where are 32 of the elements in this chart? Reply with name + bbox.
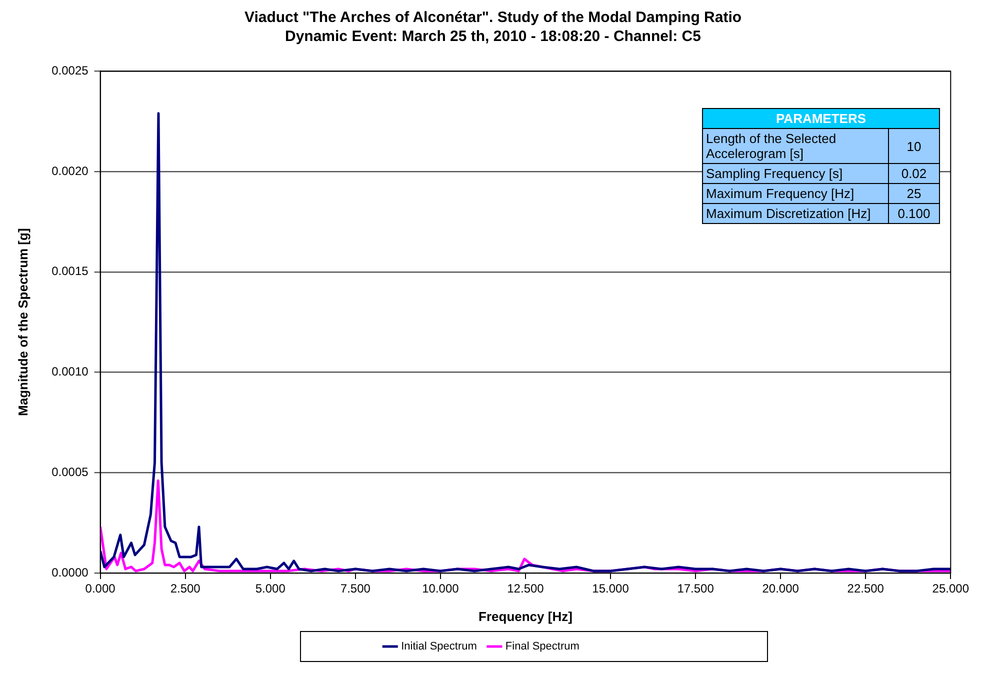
annotation: Sampling Frequency [s] — [702, 164, 888, 184]
x-tick-label: 17.500 — [677, 582, 714, 596]
x-tick-label: 7.500 — [340, 582, 371, 596]
y-tick-label: 0.0020 — [52, 164, 89, 178]
y-axis-title: Magnitude of the Spectrum [g] — [15, 228, 30, 416]
annotation: 0.100 — [888, 204, 940, 224]
x-axis-title: Frequency [Hz] — [478, 608, 572, 624]
y-tick-label: 0.0000 — [52, 565, 89, 580]
x-tick-label: 10.000 — [422, 582, 460, 596]
x-tick-label: 22.500 — [847, 582, 884, 596]
annotation: 10 — [888, 128, 940, 164]
annotation: Maximum Discretization [Hz] — [702, 204, 888, 224]
y-tick-label: 0.0010 — [52, 364, 89, 379]
annotation: Length of the Selected Accelerogram [s] — [702, 128, 888, 164]
x-tick-label: 5.000 — [255, 582, 286, 596]
annotation: PARAMETERS — [702, 108, 940, 128]
annotation: 0.02 — [888, 164, 940, 184]
annotation: 25 — [888, 184, 940, 204]
x-tick-label: 2.500 — [170, 582, 201, 596]
legend-label: Final Spectrum — [505, 640, 580, 653]
legend-label: Initial Spectrum — [401, 640, 477, 653]
annotation: Maximum Frequency [Hz] — [702, 184, 888, 204]
y-tick-label: 0.0015 — [52, 264, 89, 278]
x-tick-label: 20.000 — [762, 582, 800, 596]
chart-title: Viaduct "The Arches of Alconétar". Study of the Modal Damping Ratio — [243, 8, 743, 27]
x-tick-label: 12.500 — [507, 582, 544, 596]
y-tick-label: 0.0025 — [52, 64, 89, 78]
x-tick-label: 25.000 — [932, 582, 970, 596]
x-tick-label: 15.000 — [592, 582, 630, 596]
y-tick-label: 0.0005 — [52, 464, 89, 479]
chart-subtitle: Dynamic Event: March 25 th, 2010 - 18:08:20 - Channel: C5 — [284, 27, 702, 46]
x-tick-label: 0.000 — [85, 582, 116, 596]
